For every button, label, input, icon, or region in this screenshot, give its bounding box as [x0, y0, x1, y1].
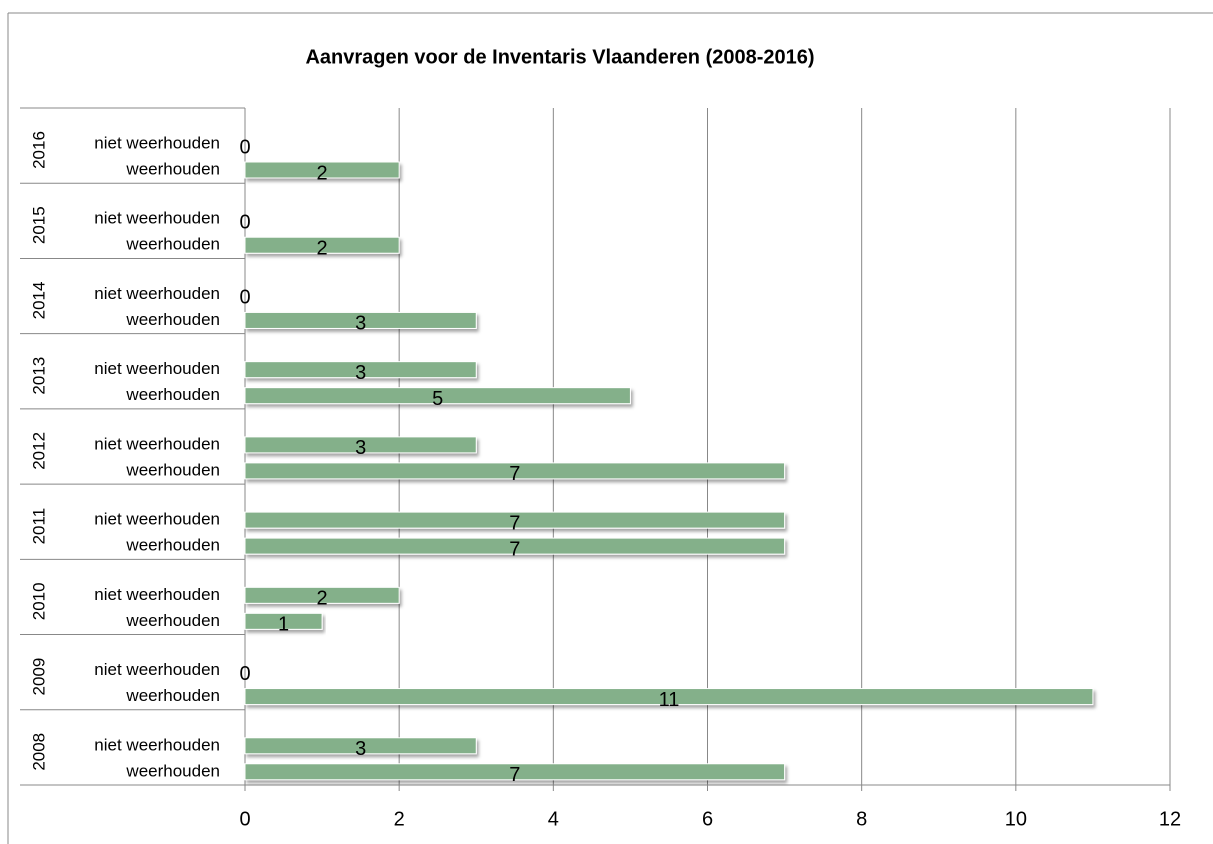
y-tick-label: weerhouden: [125, 460, 220, 479]
y-tick-label: niet weerhouden: [94, 510, 220, 529]
y-tick-label: niet weerhouden: [94, 735, 220, 754]
data-label: 5: [432, 388, 443, 410]
y-tick-label: niet weerhouden: [94, 434, 220, 453]
bar: [244, 311, 477, 329]
x-tick-label: 4: [548, 808, 559, 830]
y-tick-label: niet weerhouden: [94, 585, 220, 604]
data-label: 0: [239, 212, 250, 234]
group-label: 2009: [29, 658, 48, 696]
group-label: 2012: [29, 432, 48, 470]
y-tick-label: weerhouden: [125, 611, 220, 630]
bar: [244, 511, 786, 529]
data-label: 2: [317, 588, 328, 610]
y-tick-label: weerhouden: [125, 536, 220, 555]
data-label: 2: [317, 238, 328, 260]
data-label: 3: [355, 362, 366, 384]
bar: [244, 236, 400, 254]
data-label: 7: [509, 512, 520, 534]
bar: [244, 436, 477, 454]
data-label: 1: [278, 614, 289, 636]
y-tick-label: niet weerhouden: [94, 284, 220, 303]
y-tick-label: weerhouden: [125, 310, 220, 329]
y-tick-label: weerhouden: [125, 385, 220, 404]
y-tick-label: niet weerhouden: [94, 209, 220, 228]
data-label: 0: [239, 136, 250, 158]
bar: [244, 361, 477, 379]
bar: [244, 688, 1094, 706]
y-tick-label: niet weerhouden: [94, 660, 220, 679]
group-label: 2008: [29, 733, 48, 771]
bar: [244, 763, 786, 781]
x-tick-label: 2: [394, 808, 405, 830]
data-label: 7: [509, 538, 520, 560]
bar: [244, 737, 477, 755]
bar: [244, 586, 400, 604]
data-label: 2: [317, 162, 328, 184]
y-tick-label: weerhouden: [125, 159, 220, 178]
y-tick-label: niet weerhouden: [94, 133, 220, 152]
data-label: 3: [355, 313, 366, 335]
data-label: 11: [659, 689, 680, 711]
group-label: 2011: [29, 508, 48, 545]
data-label: 7: [509, 764, 520, 786]
x-tick-label: 12: [1159, 808, 1181, 830]
bar: [244, 612, 323, 630]
group-label: 2015: [29, 206, 48, 244]
y-tick-label: weerhouden: [125, 686, 220, 705]
data-label: 0: [239, 287, 250, 309]
chart-title: Aanvragen voor de Inventaris Vlaanderen …: [305, 46, 814, 68]
group-label: 2010: [29, 582, 48, 620]
group-label: 2013: [29, 357, 48, 395]
x-tick-label: 0: [239, 808, 250, 830]
y-tick-label: niet weerhouden: [94, 359, 220, 378]
data-label: 3: [355, 437, 366, 459]
bar: [244, 537, 786, 555]
group-label: 2016: [29, 131, 48, 169]
data-label: 3: [355, 738, 366, 760]
y-tick-label: weerhouden: [125, 761, 220, 780]
bar: [244, 161, 400, 179]
x-tick-label: 8: [856, 808, 867, 830]
y-tick-label: weerhouden: [125, 235, 220, 254]
x-tick-label: 10: [1005, 808, 1027, 830]
group-label: 2014: [29, 282, 48, 320]
x-tick-label: 6: [702, 808, 713, 830]
data-label: 0: [239, 663, 250, 685]
bar: [244, 387, 631, 405]
bar: [244, 462, 786, 480]
data-label: 7: [509, 463, 520, 485]
